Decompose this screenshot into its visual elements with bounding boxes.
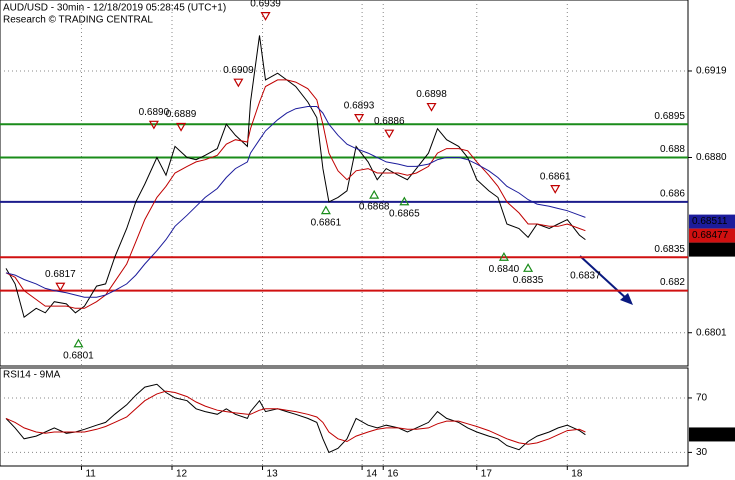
pivot-label: 0.6865 xyxy=(389,208,420,219)
low-marker xyxy=(523,263,534,272)
rsi-average xyxy=(5,390,586,445)
pivot-label: 0.6893 xyxy=(344,100,375,111)
pivot-label: 0.6861 xyxy=(540,171,571,182)
x-tick-label: 18 xyxy=(571,469,583,480)
pivot-label: 0.6840 xyxy=(489,264,520,275)
pivot-label: 0.6861 xyxy=(311,217,342,228)
pivot-label: 0.6801 xyxy=(63,350,94,361)
price-line xyxy=(5,35,586,319)
pivot-label: 0.6890 xyxy=(139,107,170,118)
moving-average xyxy=(5,106,586,298)
pivot-label: 0.6835 xyxy=(513,275,544,286)
high-marker xyxy=(260,12,271,21)
rsi-panel xyxy=(0,367,689,467)
forecast-arrow xyxy=(579,255,629,301)
low-marker xyxy=(498,252,509,261)
rsi-value-label: 43.1777 xyxy=(692,429,729,440)
high-marker xyxy=(55,282,66,292)
low-marker xyxy=(399,196,410,206)
level-label: 0.686 xyxy=(660,188,685,199)
chart-title: AUD/USD - 30min - 12/18/2019 05:28:45 (U… xyxy=(3,3,226,14)
rsi-value-box xyxy=(689,427,735,442)
price-box-label: 0.68432 xyxy=(692,244,729,255)
pivot-label: 0.6889 xyxy=(166,109,197,120)
pivot-label: 0.6817 xyxy=(45,269,76,280)
price-panel xyxy=(0,0,689,367)
x-tick-label: 14 xyxy=(366,469,378,480)
pivot-label: 0.6868 xyxy=(359,202,390,213)
price-box xyxy=(689,242,735,257)
price-box-label: 0.68511 xyxy=(692,216,728,227)
low-marker xyxy=(320,205,331,215)
y-tick-label: 0.6919 xyxy=(696,66,727,77)
pivot-label: 0.6886 xyxy=(374,116,405,127)
low-marker xyxy=(73,338,84,348)
x-tick-label: 13 xyxy=(267,469,279,480)
high-marker xyxy=(426,102,437,112)
rsi-title: RSI14 - 9MA xyxy=(3,370,61,381)
price-box-label: 0.68477 xyxy=(692,230,729,241)
high-marker xyxy=(550,185,561,194)
x-tick-label: 12 xyxy=(176,469,188,480)
price-box xyxy=(689,214,735,229)
level-label: 0.682 xyxy=(660,277,685,288)
forecast-arrowhead xyxy=(620,293,633,305)
y-tick-label: 0.6880 xyxy=(696,152,727,163)
pivot-label: 0.6909 xyxy=(223,65,254,76)
y-tick-label: 70 xyxy=(696,393,708,404)
x-tick-label: 11 xyxy=(85,469,96,480)
rsi-line xyxy=(5,383,586,454)
x-tick-label: 17 xyxy=(481,469,493,480)
high-marker xyxy=(176,122,187,132)
high-marker xyxy=(384,129,395,139)
pivot-label: 0.6898 xyxy=(416,89,447,100)
high-marker xyxy=(354,114,365,123)
price-box xyxy=(689,228,735,243)
high-marker xyxy=(148,120,159,130)
level-label: 0.688 xyxy=(660,144,685,155)
low-marker xyxy=(369,189,380,199)
y-tick-label: 30 xyxy=(696,447,708,458)
chart-subtitle: Research © TRADING CENTRAL xyxy=(3,15,153,26)
pivot-label: 0.6837 xyxy=(570,271,601,282)
high-marker xyxy=(233,78,244,88)
x-tick-label: 16 xyxy=(387,469,399,480)
level-label: 0.6895 xyxy=(654,111,685,122)
pivot-label: 0.6939 xyxy=(250,0,281,9)
level-label: 0.6835 xyxy=(654,244,685,255)
y-tick-label: 0.6801 xyxy=(696,327,727,338)
